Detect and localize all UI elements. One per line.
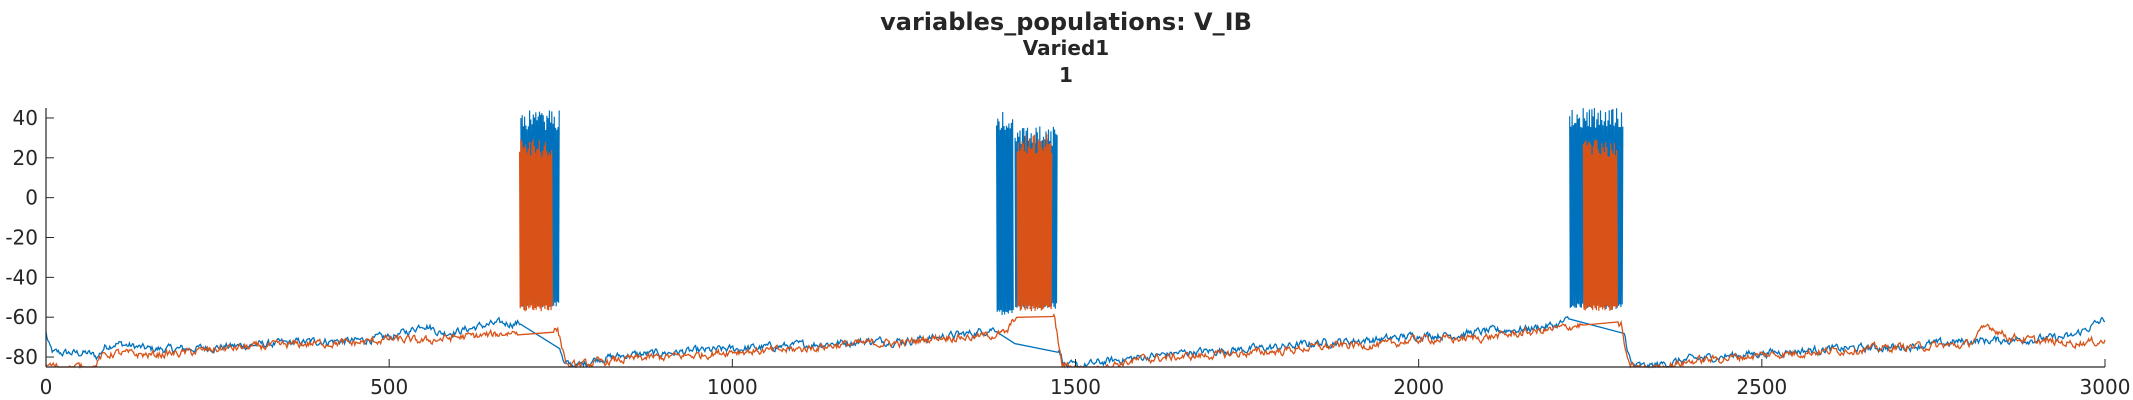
x-tick-label: 1500 [1050,375,1101,399]
chart-subtitle: Varied1 [1023,36,1109,60]
series-0 [45,108,2106,369]
series-1 [45,134,2106,370]
x-tick-label: 2500 [1736,375,1787,399]
chart-subtitle-2: 1 [1059,63,1073,87]
y-tick-label: 0 [25,186,38,210]
spike-burst [996,111,1014,316]
spike-burst [1582,139,1618,311]
x-tick-label: 3000 [2080,375,2131,399]
x-tick-label: 1000 [707,375,758,399]
plot-area: 0 500 1000 1500 2000 2500 3000 -80 -60 -40 -20 0 20… [5,106,2130,399]
spike-burst [519,139,553,312]
y-tick-label: 40 [13,106,38,130]
y-tick-label: -40 [5,265,38,289]
series-layer [45,108,2106,370]
y-axis-ticks: -80 -60 -40 -20 0 20 40 [5,106,54,369]
x-tick-label: 500 [370,375,408,399]
x-tick-label: 0 [40,375,53,399]
x-axis-ticks: 0 500 1000 1500 2000 2500 3000 [40,359,2131,399]
spike-burst [1016,134,1053,312]
y-tick-label: -60 [5,305,38,329]
y-tick-label: -80 [5,345,38,369]
chart-title: variables_populations: V_IB [880,8,1252,36]
y-tick-label: -20 [5,226,38,250]
y-tick-label: 20 [13,146,38,170]
x-tick-label: 2000 [1393,375,1444,399]
